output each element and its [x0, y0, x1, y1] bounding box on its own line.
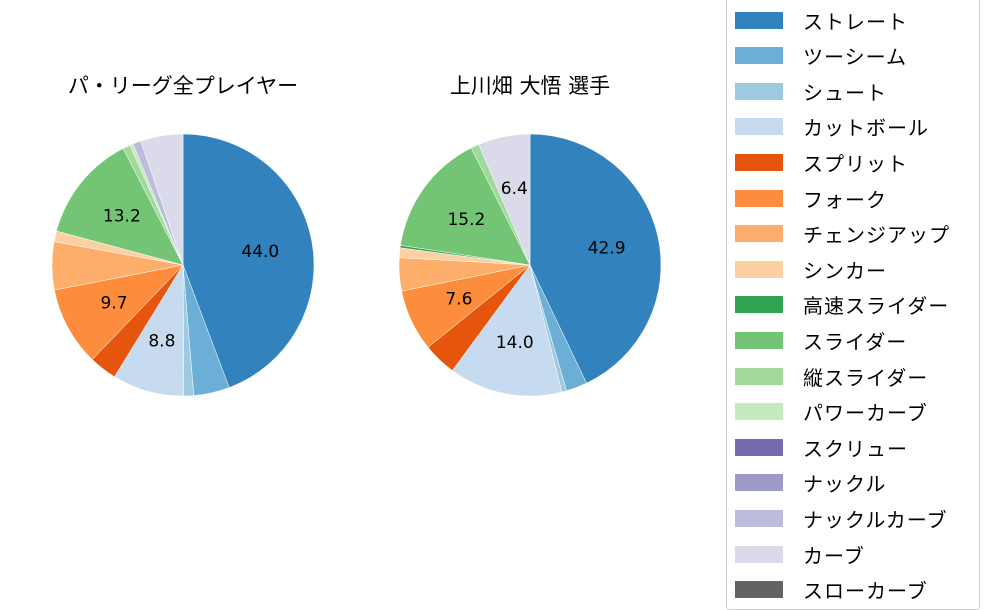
legend-item: ストレート — [735, 5, 908, 35]
legend-label: チェンジアップ — [803, 223, 950, 248]
legend-swatch — [735, 509, 783, 527]
legend-swatch — [735, 189, 783, 207]
pie-slice — [56, 148, 184, 266]
slice-value-label: 8.8 — [148, 332, 175, 352]
legend-swatch — [735, 581, 783, 599]
legend-label: カーブ — [803, 543, 865, 568]
chart-left-title: パ・リーグ全プレイヤー — [67, 74, 299, 98]
legend-swatch — [735, 403, 783, 421]
legend-swatch — [735, 331, 783, 349]
legend-item: ナックルカーブ — [735, 503, 948, 533]
legend-label: パワーカーブ — [803, 401, 928, 426]
legend-swatch — [735, 11, 783, 29]
legend-item: パワーカーブ — [735, 397, 928, 427]
pie-slice — [529, 133, 662, 384]
pie-slice — [54, 264, 184, 360]
legend-item: シンカー — [735, 254, 887, 284]
pie-slice — [451, 264, 563, 397]
legend-item: スクリュー — [735, 432, 908, 462]
pie-slice — [182, 133, 315, 388]
legend-swatch — [735, 260, 783, 278]
legend-label: 高速スライダー — [803, 294, 950, 319]
legend-swatch — [735, 82, 783, 100]
pie-charts: 44.0 8.8 9.7 13.2 42.9 14.0 7.6 15.2 6.4 — [51, 133, 662, 397]
legend-item: ナックル — [735, 468, 886, 498]
pie-slice — [478, 133, 531, 266]
pie-slice — [400, 147, 531, 266]
legend-label: ナックル — [803, 472, 887, 497]
legend-label: スライダー — [803, 329, 908, 354]
slice-value-label: 7.6 — [445, 289, 472, 309]
legend-item: スローカーブ — [735, 575, 928, 605]
legend-swatch — [735, 225, 783, 243]
legend-label: ストレート — [803, 9, 908, 34]
legend-swatch — [735, 47, 783, 65]
legend-label: スローカーブ — [803, 579, 928, 604]
slice-value-label: 9.7 — [100, 294, 127, 314]
legend-item: カットボール — [735, 112, 929, 142]
legend-item: 縦スライダー — [735, 361, 928, 391]
slice-value-label: 15.2 — [447, 210, 485, 230]
legend-label: スプリット — [803, 151, 908, 176]
chart-right-title: 上川畑 大悟 選手 — [449, 74, 611, 98]
legend-swatch — [735, 545, 783, 563]
slice-value-label: 14.0 — [496, 333, 534, 353]
slice-value-label: 44.0 — [241, 242, 279, 262]
slice-value-label: 6.4 — [501, 179, 528, 199]
legend-label: ナックルカーブ — [803, 507, 948, 532]
legend-item: シュート — [735, 76, 887, 106]
legend-label: フォーク — [803, 187, 887, 212]
pie-slice — [140, 133, 184, 266]
legend-item: 高速スライダー — [735, 290, 949, 320]
legend-swatch — [735, 118, 783, 136]
legend-swatch — [735, 438, 783, 456]
legend-swatch — [735, 474, 783, 492]
slice-value-label: 13.2 — [103, 207, 141, 227]
legend-item: スプリット — [735, 147, 908, 177]
legend-swatch — [735, 296, 783, 314]
legend-label: カットボール — [803, 116, 929, 141]
legend-label: スクリュー — [803, 436, 908, 461]
legend-item: ツーシーム — [735, 41, 907, 71]
legend-item: カーブ — [735, 539, 865, 569]
legend-item: スライダー — [735, 325, 907, 355]
legend-label: シュート — [803, 80, 887, 105]
legend-swatch — [735, 153, 783, 171]
slice-value-label: 42.9 — [588, 239, 626, 259]
legend-swatch — [735, 367, 783, 385]
legend-label: ツーシーム — [803, 45, 907, 70]
legend-label: 縦スライダー — [803, 365, 929, 390]
legend-item: フォーク — [735, 183, 887, 213]
legend: ストレートツーシームシュートカットボール スプリットフォークチェンジアップ シンカー… — [726, 0, 980, 610]
legend-label: シンカー — [803, 258, 887, 283]
legend-item: チェンジアップ — [735, 219, 950, 249]
